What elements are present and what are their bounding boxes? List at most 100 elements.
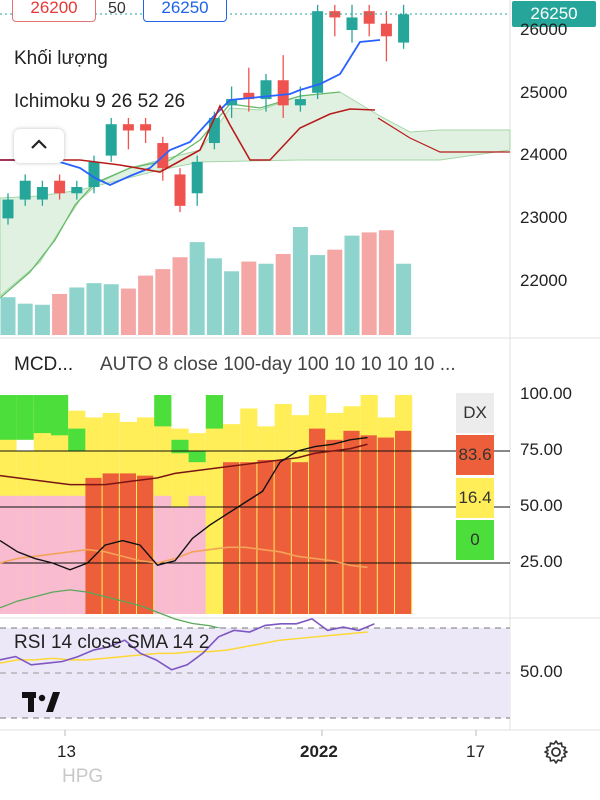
volume-bar — [86, 283, 102, 335]
price-axis-tick: 23000 — [520, 208, 568, 227]
candle-body — [140, 124, 152, 131]
volume-bar — [310, 255, 326, 335]
macd-orange-line — [0, 546, 368, 569]
macd-axis-tick: 75.00 — [520, 440, 563, 459]
candle-body — [329, 11, 341, 18]
macd-axis-tick: 100.00 — [520, 384, 572, 403]
macd-pink-segment — [171, 507, 189, 614]
volume-bar — [189, 242, 205, 335]
macd-axis-tick: 50.00 — [520, 496, 563, 515]
volume-bar — [224, 271, 240, 335]
macd-main-line — [0, 436, 368, 571]
volume-bar — [103, 284, 119, 335]
macd-yellow-bar — [205, 410, 223, 614]
macd-green-segment — [16, 395, 34, 440]
macd-green-segment — [154, 395, 172, 427]
candle-body — [2, 199, 14, 219]
candle-body — [294, 99, 306, 106]
x-axis-label: 13 — [57, 742, 76, 761]
x-axis-label: 2022 — [300, 742, 338, 761]
tradingview-logo-icon[interactable] — [22, 690, 60, 719]
volume-bar — [378, 230, 394, 335]
volume-bar — [275, 254, 291, 335]
macd-pink-segment — [68, 495, 86, 614]
macd-red-bar — [395, 430, 412, 614]
candle-body — [346, 17, 358, 30]
candle-body — [105, 124, 117, 156]
volume-bar — [258, 263, 274, 335]
macd-green-segment — [33, 395, 51, 434]
macd-signal-line — [0, 443, 368, 486]
macd-pink-segment — [188, 495, 206, 614]
x-axis-label: 17 — [466, 742, 485, 761]
macd-pink-segment — [51, 495, 69, 614]
macd-red-bar — [274, 459, 291, 614]
macd-pink-segment — [154, 495, 172, 614]
volume-bar — [120, 288, 136, 335]
candle-body — [19, 180, 31, 200]
macd-green-segment — [51, 395, 69, 436]
macd-green-segment — [0, 395, 17, 440]
volume-bar — [241, 261, 257, 335]
lagging-span-line — [0, 91, 341, 299]
candle-body — [208, 117, 220, 144]
volume-bar — [327, 249, 343, 335]
price-axis-tick: 22000 — [520, 271, 568, 290]
pill-mid-value: 50 — [108, 0, 126, 17]
volume-bar — [69, 287, 85, 335]
dx-red-box: 83.6 — [456, 435, 494, 475]
volume-bar — [138, 275, 154, 335]
candle-body — [260, 80, 272, 100]
macd-red-bar — [309, 428, 326, 614]
macd-red-bar — [85, 477, 102, 614]
macd-red-bar — [137, 475, 154, 614]
candle-body — [36, 187, 48, 200]
macd-red-bar — [377, 437, 394, 614]
macd-green-segment — [68, 428, 86, 451]
symbol-watermark: HPG — [62, 766, 104, 787]
volume-bar — [34, 304, 50, 335]
rsi-axis-tick: 50.00 — [520, 662, 563, 681]
last-price-tag: 26250 — [512, 1, 596, 27]
macd-red-bar — [343, 430, 360, 614]
candle-body — [398, 14, 410, 43]
price-axis-tick: 25000 — [520, 83, 568, 102]
candle-body — [71, 187, 83, 194]
rsi-label[interactable]: RSI 14 close SMA 14 2 — [14, 632, 210, 653]
gear-icon — [542, 740, 570, 770]
volume-label[interactable]: Khối lượng — [14, 48, 108, 69]
candle-body — [54, 180, 66, 194]
macd-red-bar — [240, 462, 257, 614]
pill-left-price[interactable]: 26200 — [12, 0, 96, 22]
chevron-up-icon — [30, 137, 48, 155]
dx-yellow-box: 16.4 — [456, 478, 494, 518]
macd-settings[interactable]: AUTO 8 close 100-day 100 10 10 10 10 ... — [100, 354, 456, 375]
kijun-sen-line — [0, 104, 376, 173]
kijun-future-line — [377, 117, 510, 153]
macd-green-segment — [205, 395, 223, 429]
macd-red-bar — [291, 462, 308, 614]
price-axis-tick: 24000 — [520, 145, 568, 164]
pill-right-price[interactable]: 26250 — [143, 0, 227, 22]
rsi-sma-line — [0, 631, 368, 664]
macd-red-bar — [119, 473, 136, 614]
candle-body — [226, 99, 238, 106]
macd-red-bar — [326, 439, 343, 614]
macd-pink-segment — [0, 495, 17, 614]
volume-bar — [52, 293, 68, 335]
settings-button[interactable] — [542, 738, 570, 766]
macd-green-segment — [188, 451, 206, 463]
macd-label[interactable]: MCD... — [14, 354, 74, 375]
volume-bar — [0, 297, 16, 335]
volume-bar — [292, 227, 308, 335]
macd-red-bar — [223, 462, 240, 614]
collapse-indicators-button[interactable] — [14, 129, 64, 163]
dx-green-box: 0 — [456, 520, 494, 560]
macd-axis-tick: 25.00 — [520, 552, 563, 571]
price-axis-tick: 26000 — [520, 20, 568, 39]
macd-red-bar — [257, 459, 274, 614]
ichimoku-label[interactable]: Ichimoku 9 26 52 26 — [14, 91, 186, 112]
volume-bar — [172, 257, 188, 335]
volume-bar — [206, 258, 222, 335]
